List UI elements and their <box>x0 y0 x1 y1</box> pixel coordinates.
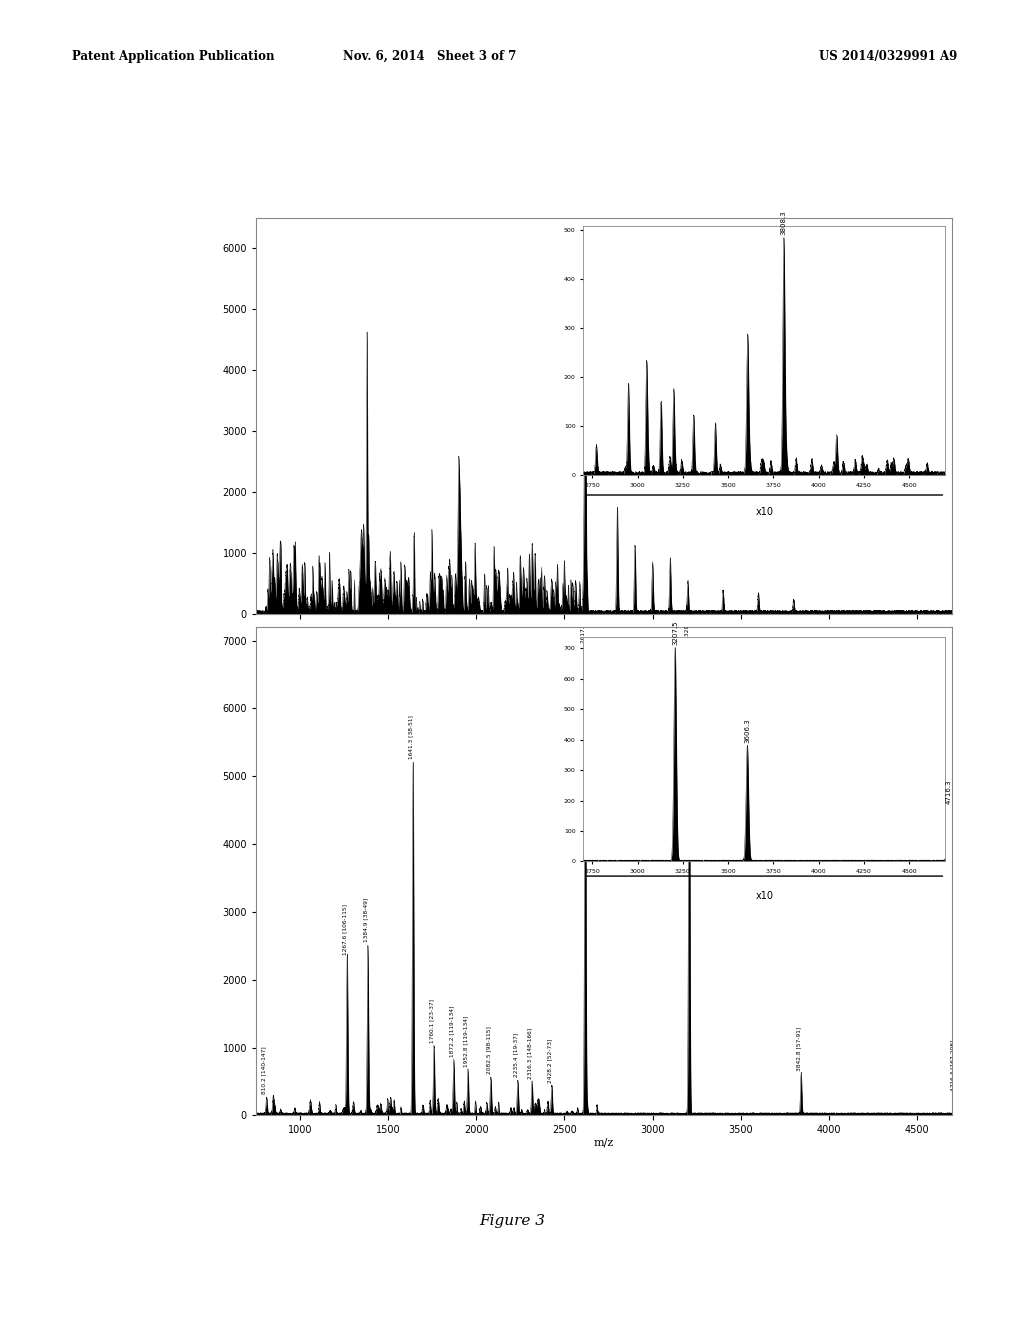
Text: A: A <box>918 238 932 256</box>
Text: 3842.8 [57-91]: 3842.8 [57-91] <box>797 1027 801 1071</box>
X-axis label: m/z: m/z <box>594 1138 614 1148</box>
Text: 1952.8 [119-134]: 1952.8 [119-134] <box>463 1016 468 1068</box>
Text: 3207.5 [140-166]: 3207.5 [140-166] <box>684 585 689 636</box>
Text: 2082.5 [98-115]: 2082.5 [98-115] <box>486 1026 490 1074</box>
Text: x10: x10 <box>756 507 773 517</box>
Text: 4716.3 [167-208]: 4716.3 [167-208] <box>950 1040 955 1090</box>
Text: 1267.6 [106-115]: 1267.6 [106-115] <box>342 904 347 956</box>
Text: 2235.4 [19-37]: 2235.4 [19-37] <box>513 1034 518 1077</box>
Text: 810.2 [140-147]: 810.2 [140-147] <box>261 1047 266 1094</box>
Text: Nov. 6, 2014   Sheet 3 of 7: Nov. 6, 2014 Sheet 3 of 7 <box>343 50 517 63</box>
Text: Patent Application Publication: Patent Application Publication <box>72 50 274 63</box>
Text: 1641.3 [38-51]: 1641.3 [38-51] <box>409 714 413 759</box>
Text: 2316.3 [148-166]: 2316.3 [148-166] <box>527 1028 532 1078</box>
Text: B: B <box>916 642 932 660</box>
Text: US 2014/0329991 A9: US 2014/0329991 A9 <box>819 50 957 63</box>
Text: 2428.2 [52-73]: 2428.2 [52-73] <box>547 1039 552 1082</box>
Text: Figure 3: Figure 3 <box>479 1214 545 1228</box>
Text: x10: x10 <box>756 891 773 900</box>
Text: 1384.9 [38-49]: 1384.9 [38-49] <box>362 898 368 941</box>
Text: 1760.1 [23-37]: 1760.1 [23-37] <box>429 999 434 1044</box>
Text: 1872.2 [119-134]: 1872.2 [119-134] <box>449 1006 454 1057</box>
Text: 2617.8 [17-36]: 2617.8 [17-36] <box>581 599 586 643</box>
